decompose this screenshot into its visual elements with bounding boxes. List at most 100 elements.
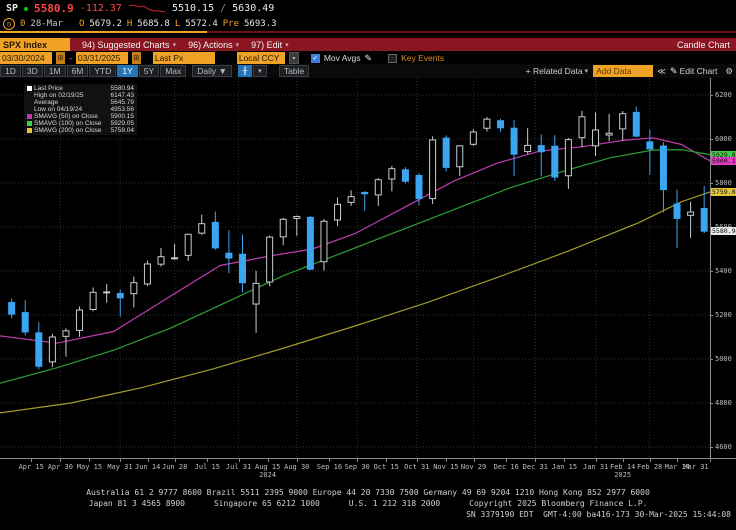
x-tick (506, 459, 508, 462)
x-tick-label: Jun 14 (135, 463, 161, 471)
x-tick (147, 459, 149, 462)
menu-edit[interactable]: 97) Edit ▾ (251, 39, 289, 50)
add-data-input[interactable]: Add Data (593, 65, 654, 77)
date-from-input[interactable]: 03/30/2024 (0, 52, 52, 64)
period-3d[interactable]: 3D (21, 65, 43, 77)
gear-icon[interactable]: ⚙ (725, 65, 733, 76)
price-badge: 5580.94 (711, 227, 736, 236)
x-tick (564, 459, 566, 462)
menu-suggested-charts[interactable]: 94) Suggested Charts ▾ (82, 39, 177, 50)
mov-avgs-label: Mov Avgs (323, 53, 361, 63)
footer-copyright-line: Japan 81 3 4565 8900 Singapore 65 6212 1… (88, 499, 648, 508)
ohlc-line: ◷ 0 28-Mar O 5679.2 H 5685.8 L 5572.4 Pr… (3, 17, 277, 30)
key-events-checkbox[interactable]: ✓ (388, 53, 398, 63)
low-value: 5572.4 (185, 18, 218, 29)
candlestick-plot (0, 78, 710, 458)
collapse-icon[interactable]: ≪ (657, 65, 667, 76)
period-5y[interactable]: 5Y (138, 65, 160, 77)
menu-actions[interactable]: 96) Actions ▾ (188, 39, 240, 50)
y-axis-line (710, 78, 711, 459)
legend-high: High on 02/19/25 6147.43 (34, 92, 134, 99)
date-axis[interactable]: Apr 15 Apr 30 May 15 May 31 Jun 14 Jun 28 Jul … (0, 459, 736, 479)
x-tick (649, 459, 651, 462)
calendar-icon[interactable]: ⊞ (56, 52, 65, 64)
x-tick (329, 459, 331, 462)
price-badge: 5929.05 (711, 150, 736, 159)
price-field-input[interactable]: Last Px (152, 52, 215, 64)
chevron-down-icon: ▾ (172, 41, 177, 49)
edit-chart-button[interactable]: ✎ Edit Chart (670, 65, 718, 77)
panel-accent-line (0, 31, 736, 33)
period-1d[interactable]: 1D (0, 65, 21, 77)
y-tick (710, 314, 713, 316)
candle-chart-type-button[interactable]: ╫ (237, 65, 252, 77)
x-tick-label: Nov 15 (433, 463, 459, 471)
open-value: 5679.2 (89, 18, 122, 29)
period-6m[interactable]: 6M (66, 65, 89, 77)
x-tick-label: Dec 31 (522, 463, 548, 471)
x-tick-label: Oct 15 (373, 463, 399, 471)
pre-value: 5693.3 (244, 18, 277, 29)
x-tick-label: Nov 29 (460, 463, 487, 471)
period-ytd[interactable]: YTD (89, 65, 117, 77)
frequency-select[interactable]: Daily ▼ (192, 65, 232, 77)
x-tick (267, 459, 269, 462)
chart-controls: 03/30/2024 ⊞ - 03/31/2025 ⊞ Last Px Loca… (0, 52, 445, 64)
x-tick (296, 459, 298, 462)
quote-line: SP 5580.9 -112.37 5510.15 / 5630.49 (6, 1, 274, 16)
y-tick-label: 6200 (715, 91, 732, 99)
chevron-down-icon: ▾ (285, 41, 289, 49)
chevron-down-icon: ▾ (584, 68, 589, 75)
x-tick (119, 459, 121, 462)
price-badge: 5900.15 (711, 156, 736, 165)
x-tick (445, 459, 447, 462)
related-data-button[interactable]: + Related Data ▾ (525, 66, 589, 76)
ticker: SP (6, 3, 19, 14)
intraday-sparkline-icon (128, 4, 166, 13)
chart-legend: Last Price 5580.94 High on 02/19/25 6147.4… (24, 84, 137, 135)
footer-session-line: SN 3379190 EDT GMT-4:00 ba416-173 30-Mar… (466, 510, 731, 519)
x-tick-label: Jan 31 (583, 463, 609, 471)
period-1m[interactable]: 1M (43, 65, 66, 77)
mov-avgs-checkbox[interactable]: ✓ (310, 53, 320, 63)
edit-pencil-icon[interactable]: ✎ (364, 52, 373, 63)
y-tick-label: 5600 (715, 223, 732, 231)
last-price: 5580.9 (34, 2, 74, 15)
date-to-input[interactable]: 03/31/2025 (75, 52, 128, 64)
x-tick-label: Mar 14 (664, 463, 690, 471)
range-low: 5510.15 (171, 3, 215, 14)
x-tick-label: Mar 31 (683, 463, 709, 471)
chart-type-dropdown[interactable]: ▾ (252, 65, 267, 77)
price-axis[interactable]: 6200 6000 5800 5600 5400 5200 5000 4800 4600 5929… (710, 78, 736, 459)
y-tick (710, 226, 713, 228)
x-tick (710, 459, 711, 462)
function-menubar: SPX Index 94) Suggested Charts ▾ 96) Acti… (0, 38, 736, 51)
x-tick-label: Aug 30 (284, 463, 310, 471)
chevron-down-icon: ▾ (235, 41, 240, 49)
calendar-icon[interactable]: ⊞ (131, 52, 141, 64)
x-tick-label: Jul 31 (225, 463, 252, 471)
currency-select[interactable]: Local CCY (236, 52, 285, 64)
x-tick-label: Sep 30 (344, 463, 370, 471)
period-1y[interactable]: 1Y (117, 65, 138, 77)
y-tick (710, 138, 713, 140)
table-button[interactable]: Table (278, 65, 310, 77)
x-tick-label: Feb 28 (636, 463, 663, 471)
y-tick (710, 94, 713, 96)
period-toolbar: 1D 3D 1M 6M YTD 1Y 5Y Max Daily ▼ ╫ ▾ Ta… (0, 64, 736, 78)
legend-average: Average 5645.79 (34, 99, 134, 106)
period-max[interactable]: Max (160, 65, 187, 77)
x-tick (677, 459, 679, 462)
footer-phone-line: Australia 61 2 9777 8600 Brazil 5511 239… (86, 488, 650, 497)
legend-smavg-100: SMAVG (100) on Close 5929.05 (27, 120, 134, 127)
chart-canvas[interactable] (0, 78, 710, 459)
x-tick (89, 459, 91, 462)
security-input[interactable]: SPX Index (0, 38, 70, 51)
range-high: 5630.49 (232, 3, 275, 14)
y-tick-label: 5800 (715, 179, 732, 187)
legend-smavg-50: SMAVG (50) on Close 5900.15 (27, 113, 134, 120)
chevron-down-icon[interactable]: ▾ (288, 52, 299, 64)
high-value: 5685.8 (137, 18, 170, 29)
y-tick-label: 5400 (715, 267, 732, 275)
